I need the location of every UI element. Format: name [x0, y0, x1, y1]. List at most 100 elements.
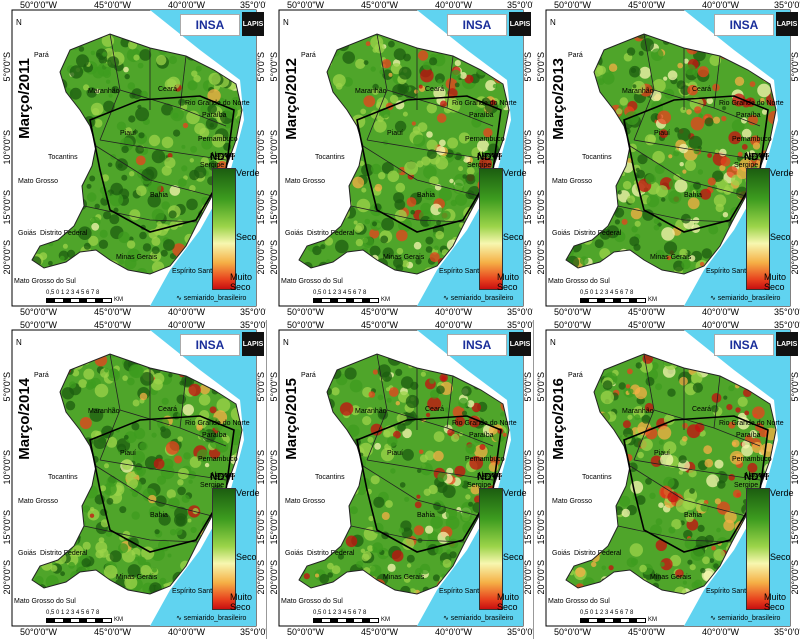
state-label: Sergipe — [734, 482, 759, 489]
latitude-label: 10°0'0"S — [269, 130, 279, 165]
state-label: Tocantins — [582, 154, 612, 161]
state-label: Sergipe — [467, 162, 492, 169]
state-label: Maranhão — [355, 408, 387, 415]
state-boundary — [653, 409, 761, 447]
state-label: Maranhão — [622, 88, 654, 95]
latitude-label: 20°0'0"S — [790, 560, 800, 595]
state-label: Goiás — [552, 550, 571, 557]
state-label: Bahia — [684, 192, 702, 199]
legend-label-verde: Verde — [770, 488, 794, 498]
state-label: Alagoas — [744, 152, 770, 159]
state-label: Alagoas — [210, 472, 236, 479]
state-boundary — [366, 139, 494, 161]
state-boundary — [713, 375, 721, 429]
panel-divider — [266, 320, 267, 639]
semiarido-legend: ∿ semiarido_brasileiro — [176, 295, 247, 302]
latitude-label: 5°0'0"S — [256, 52, 266, 82]
state-boundary — [362, 465, 480, 517]
north-arrow-icon: N — [16, 18, 22, 27]
state-label: Pará — [34, 52, 49, 59]
semiarido-legend: ∿ semiarido_brasileiro — [710, 615, 781, 622]
state-label: Espírito Santo — [172, 268, 216, 275]
state-label: Minas Gerais — [116, 254, 158, 261]
region-outline — [31, 353, 243, 595]
state-boundary — [83, 205, 199, 223]
legend-title: NDVI — [744, 152, 768, 163]
state-boundary — [83, 525, 199, 543]
state-label: Espírito Santo — [172, 588, 216, 595]
state-label: Rio Grande do Norte — [719, 100, 784, 107]
state-boundary — [179, 55, 187, 109]
state-label: Sergipe — [200, 482, 225, 489]
semiarido-legend: ∿ semiarido_brasileiro — [443, 615, 514, 622]
state-label: Espírito Santo — [706, 268, 750, 275]
panel-date: Março/2011 — [16, 58, 33, 139]
state-boundary — [633, 139, 761, 161]
lapis-logo: LAPIS — [776, 12, 798, 36]
longitude-label: 50°0'0"W — [20, 320, 58, 330]
state-label: Tocantins — [48, 474, 78, 481]
state-boundary — [362, 145, 480, 197]
latitude-label: 20°0'0"S — [523, 240, 533, 275]
state-label: Minas Gerais — [383, 574, 425, 581]
north-arrow-icon: N — [550, 18, 556, 27]
latitude-label: 5°0'0"S — [269, 372, 279, 402]
scale-bar — [313, 298, 379, 303]
longitude-label: 50°0'0"W — [287, 0, 325, 10]
semiarid-boundary — [89, 95, 235, 233]
state-boundary — [446, 375, 454, 429]
latitude-label: 15°0'0"S — [790, 510, 800, 545]
state-label: Maranhão — [88, 88, 120, 95]
state-label: Mato Grosso do Sul — [281, 598, 343, 605]
region-outline — [565, 33, 777, 275]
scale-ticks: 0,5 0 1 2 3 4 5 6 7 8 — [313, 290, 367, 296]
latitude-label: 10°0'0"S — [256, 450, 266, 485]
state-label: Ceará — [158, 406, 178, 413]
state-label: Goiás — [18, 230, 37, 237]
longitude-label: 50°0'0"W — [554, 307, 592, 317]
region-outline — [565, 353, 777, 595]
legend-title: NDVI — [744, 472, 768, 483]
state-label: Espírito Santo — [439, 588, 483, 595]
scale-bar — [313, 618, 379, 623]
insa-logo: INSA — [447, 334, 507, 356]
semiarid-boundary — [623, 415, 769, 553]
longitude-label: 45°0'0"W — [361, 320, 399, 330]
latitude-label: 10°0'0"S — [269, 450, 279, 485]
longitude-label: 50°0'0"W — [554, 320, 592, 330]
latitude-label: 5°0'0"S — [2, 52, 12, 82]
state-label: Goiás — [552, 230, 571, 237]
state-label: Maranhão — [88, 408, 120, 415]
longitude-label: 50°0'0"W — [20, 627, 58, 637]
latitude-label: 10°0'0"S — [536, 130, 546, 165]
latitude-label: 15°0'0"S — [256, 510, 266, 545]
latitude-label: 10°0'0"S — [790, 450, 800, 485]
lapis-logo: LAPIS — [242, 12, 264, 36]
state-label: Paraíba — [736, 432, 761, 439]
latitude-label: 20°0'0"S — [2, 560, 12, 595]
legend-label-verde: Verde — [770, 168, 794, 178]
legend-title: NDVI — [210, 152, 234, 163]
longitude-label: 35°0'0"W — [774, 0, 800, 10]
longitude-label: 45°0'0"W — [94, 0, 132, 10]
state-boundary — [99, 459, 227, 481]
longitude-label: 40°0'0"W — [702, 627, 740, 637]
state-label: Alagoas — [210, 152, 236, 159]
longitude-label: 35°0'0"W — [507, 627, 533, 637]
latitude-label: 15°0'0"S — [523, 510, 533, 545]
state-label: Pernambuco — [198, 456, 238, 463]
state-boundary — [386, 409, 494, 447]
latitude-label: 5°0'0"S — [536, 52, 546, 82]
state-boundary — [386, 89, 494, 127]
state-label: Bahia — [684, 512, 702, 519]
legend-title: NDVI — [477, 472, 501, 483]
panel-date: Março/2016 — [550, 378, 567, 460]
legend-label-verde: Verde — [236, 488, 260, 498]
longitude-label: 40°0'0"W — [702, 320, 740, 330]
state-label: Pará — [568, 372, 583, 379]
longitude-label: 35°0'0"W — [507, 307, 533, 317]
semiarid-boundary — [623, 95, 769, 233]
semiarid-boundary — [356, 95, 502, 233]
state-label: Mato Grosso do Sul — [548, 278, 610, 285]
